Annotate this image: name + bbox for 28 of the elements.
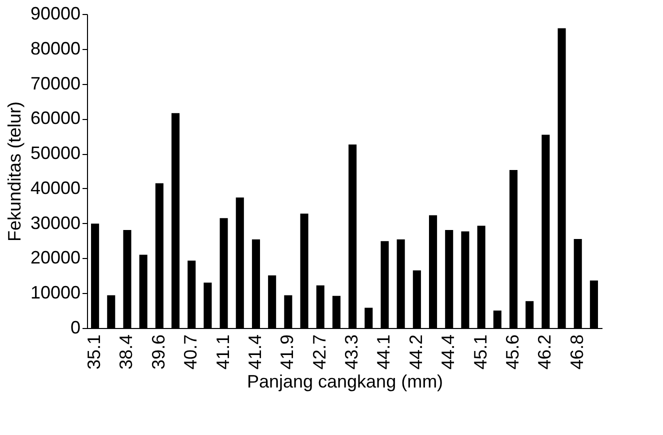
- x-tick-label: 44.4: [438, 334, 458, 370]
- x-tick-label: 45.6: [502, 334, 522, 370]
- x-tick-label: 44.1: [374, 334, 394, 370]
- x-tick-label: 40.7: [180, 334, 201, 370]
- y-tick-label: 60000: [30, 108, 80, 128]
- x-tick-label: 41.4: [244, 334, 265, 370]
- y-tick-label: 90000: [30, 4, 80, 24]
- y-tick-label: 40000: [30, 178, 80, 198]
- x-tick-label: 42.7: [309, 334, 330, 370]
- x-axis-title: Panjang cangkang (mm): [246, 372, 444, 392]
- y-tick-label: 80000: [30, 38, 80, 58]
- x-tick-label: 41.9: [277, 334, 298, 370]
- y-tick-label: 10000: [30, 282, 80, 303]
- y-tick-label: 70000: [30, 73, 80, 94]
- y-axis-title: Fekunditas (telur): [4, 101, 24, 242]
- x-tick-label: 38.4: [116, 334, 136, 370]
- x-tick-label: 43.3: [342, 334, 362, 370]
- x-tick-label: 39.6: [148, 334, 168, 370]
- y-tick-label: 0: [70, 318, 80, 338]
- x-tick-label: 46.8: [566, 334, 587, 370]
- x-tick-label: 44.2: [406, 334, 426, 370]
- y-tick-label: 50000: [30, 143, 80, 164]
- y-tick-label: 30000: [30, 212, 80, 233]
- x-tick-label: 46.2: [534, 334, 555, 370]
- x-tick-label: 45.1: [470, 334, 490, 370]
- y-tick-label: 20000: [30, 248, 80, 268]
- x-tick-label: 41.1: [212, 334, 233, 370]
- x-tick-label: 35.1: [84, 334, 104, 370]
